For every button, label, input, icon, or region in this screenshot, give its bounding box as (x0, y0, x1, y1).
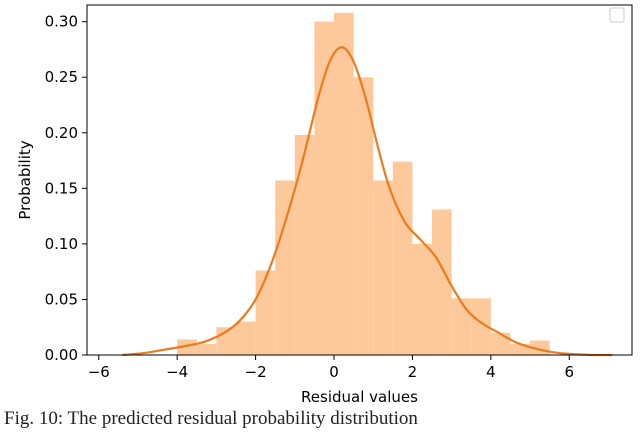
figure-caption: Fig. 10: The predicted residual probabil… (4, 408, 418, 429)
histogram-bar (275, 180, 295, 355)
histogram-bar (334, 12, 354, 356)
histogram-bar (490, 332, 511, 355)
y-tick-label: 0.25 (45, 68, 78, 86)
histogram-bar (373, 180, 393, 355)
x-tick-label: −4 (166, 363, 188, 381)
x-axis-label: Residual values (301, 388, 418, 406)
x-tick-label: −6 (88, 363, 110, 381)
histogram-bar (196, 343, 217, 355)
x-tick-label: −2 (245, 363, 267, 381)
residual-histogram-chart: −6 −4 −2 0 2 4 6 0.000.050.100.150.200.250.30 … (16, 4, 633, 406)
x-axis-ticks: −6 −4 −2 0 2 4 6 (88, 355, 574, 381)
histogram-bar (412, 243, 433, 355)
histogram-bar (432, 209, 452, 355)
x-tick-label: 0 (329, 363, 339, 381)
histogram-bar (392, 161, 413, 355)
kde-line (122, 46, 613, 357)
y-tick-label: 0.20 (45, 124, 78, 142)
kde-curve-layer (122, 46, 613, 357)
y-tick-label: 0.05 (45, 290, 78, 308)
histogram-bar (314, 21, 335, 356)
y-tick-label: 0.30 (45, 13, 78, 31)
histogram-bars (177, 12, 550, 356)
histogram-bar (255, 270, 276, 355)
y-axis-ticks: 0.00 0.05 0.10 0.15 0.20 0.25 0.30 (45, 13, 87, 364)
histogram-bar (353, 77, 374, 355)
y-axis-label: Probability (16, 140, 34, 219)
x-tick-label: 4 (486, 363, 496, 381)
histogram-bar (235, 321, 256, 355)
histogram-bar (471, 298, 491, 355)
y-tick-label: 0.00 (45, 346, 78, 364)
histogram-bar (451, 298, 472, 355)
x-tick-label: 6 (564, 363, 574, 381)
plot-frame (86, 4, 633, 356)
y-tick-label: 0.10 (45, 235, 78, 253)
histogram-bar (177, 339, 197, 355)
legend-box (609, 7, 625, 23)
y-tick-label: 0.15 (45, 179, 78, 197)
histogram-bar (294, 135, 315, 355)
x-tick-label: 2 (408, 363, 418, 381)
histogram-bar (510, 343, 531, 355)
